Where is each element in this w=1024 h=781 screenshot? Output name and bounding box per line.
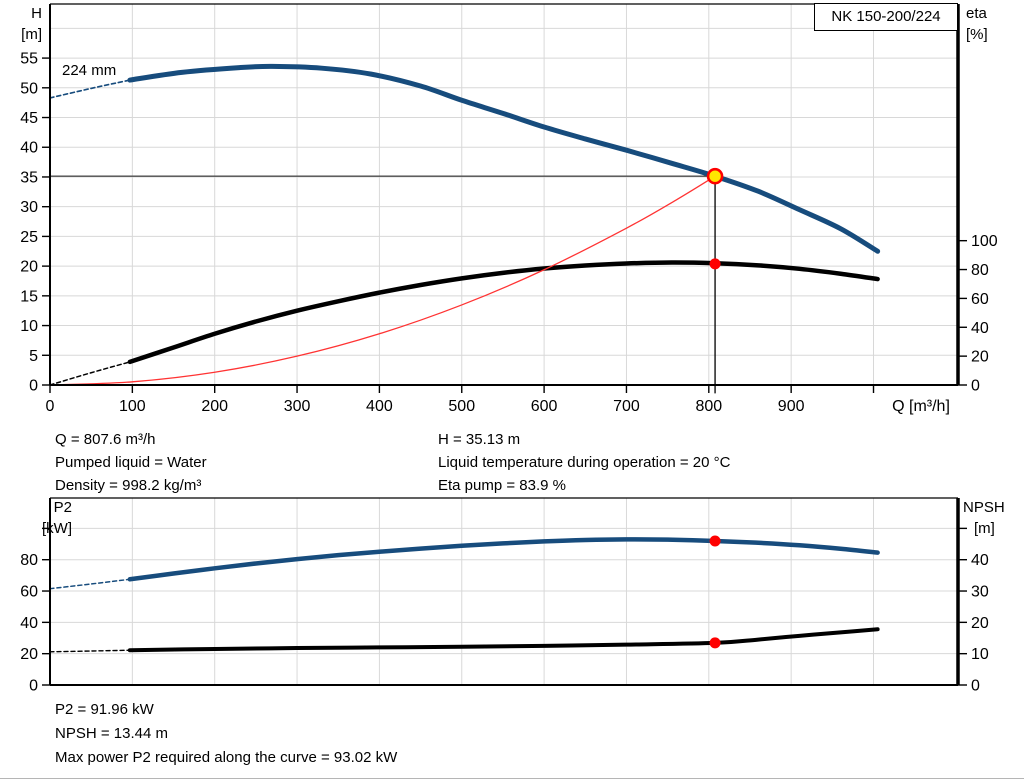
x-tick-label: 400	[366, 398, 393, 415]
y-left-tick-label: 20	[20, 259, 38, 276]
y-left-tick-label: 60	[20, 584, 38, 601]
x-tick-label: 700	[613, 398, 640, 415]
info-head: H = 35.13 m	[438, 431, 521, 448]
info-p2: P2 = 91.96 kW	[55, 701, 154, 718]
efficiency-curve-dashed	[49, 361, 131, 386]
pump-type-title: NK 150-200/224	[831, 8, 941, 25]
head-curve	[127, 63, 881, 254]
info-flow: Q = 807.6 m³/h	[55, 431, 156, 448]
y-left-tick-label: 0	[29, 378, 38, 395]
y-left-tick-label: 25	[20, 229, 38, 246]
p2-curve-dashed	[49, 578, 131, 590]
h-axis-symbol: H	[31, 5, 42, 22]
x-tick-label: 900	[778, 398, 805, 415]
eta-axis-symbol: eta	[966, 5, 987, 22]
info-eta-pump: Eta pump = 83.9 %	[438, 477, 566, 494]
y-right-tick-label: 60	[971, 291, 989, 308]
y-right-tick-label: 100	[971, 233, 998, 250]
duty-point[interactable]	[706, 167, 724, 185]
y-left-tick-label: 40	[20, 140, 38, 157]
pump-type-title-box: NK 150-200/224	[814, 3, 958, 31]
npsh-axis-symbol: NPSH	[963, 499, 1005, 516]
y-left-tick-label: 35	[20, 169, 38, 186]
info-pumped-liquid: Pumped liquid = Water	[55, 454, 207, 471]
info-max-power: Max power P2 required along the curve = …	[55, 749, 398, 766]
y-right-tick-label: 0	[971, 378, 980, 395]
info-density: Density = 998.2 kg/m³	[55, 477, 202, 494]
npsh-axis-unit-label: NPSH [m]	[963, 497, 1005, 539]
y-right-tick-label: 40	[971, 320, 989, 337]
head-curve-dashed	[49, 79, 131, 99]
p2-axis-unit-label: P2 [kW]	[10, 497, 72, 539]
npsh-axis-unit: [m]	[974, 520, 995, 537]
efficiency-point	[709, 258, 721, 270]
npsh-curve	[127, 627, 880, 653]
y-left-tick-label: 5	[29, 348, 38, 365]
duty-info-left-column: Q = 807.6 m³/h Pumped liquid = Water Den…	[55, 428, 207, 497]
y-left-tick-label: 10	[20, 318, 38, 335]
p2-axis-unit: [kW]	[42, 520, 72, 537]
p2-axis-symbol: P2	[53, 499, 72, 516]
x-tick-label: 800	[695, 398, 722, 415]
panel-bottom-border	[0, 778, 1024, 779]
y-left-tick-label: 80	[20, 552, 38, 569]
x-tick-label: 300	[284, 398, 311, 415]
system-curve	[49, 175, 716, 386]
y-left-tick-label: 50	[20, 80, 38, 97]
npsh-point	[709, 637, 721, 649]
duty-info-right-column: H = 35.13 m Liquid temperature during op…	[438, 428, 730, 497]
y-left-tick-label: 15	[20, 288, 38, 305]
x-axis-title: Q [m³/h]	[892, 398, 950, 415]
y-right-tick-label: 40	[971, 552, 989, 569]
info-liquid-temperature: Liquid temperature during operation = 20…	[438, 454, 731, 471]
y-right-tick-label: 20	[971, 615, 989, 632]
efficiency-curve	[127, 260, 880, 365]
x-tick-label: 100	[119, 398, 146, 415]
npsh-curve-dashed	[49, 649, 131, 653]
y-right-tick-label: 30	[971, 584, 989, 601]
y-right-tick-label: 20	[971, 349, 989, 366]
p2-curve	[127, 537, 880, 582]
power-info-column: P2 = 91.96 kW NPSH = 13.44 m Max power P…	[55, 698, 397, 770]
x-tick-label: 0	[46, 398, 55, 415]
h-axis-unit: [m]	[21, 26, 42, 43]
y-right-tick-label: 80	[971, 262, 989, 279]
x-tick-label: 600	[531, 398, 558, 415]
y-left-tick-label: 55	[20, 51, 38, 68]
x-tick-label: 200	[201, 398, 228, 415]
y-left-tick-label: 20	[20, 646, 38, 663]
eta-axis-unit: [%]	[966, 26, 988, 43]
h-axis-unit-label: H [m]	[8, 3, 42, 45]
info-npsh: NPSH = 13.44 m	[55, 725, 168, 742]
impeller-diameter-label: 224 mm	[62, 62, 117, 79]
p2-point	[709, 535, 721, 547]
x-tick-label: 500	[448, 398, 475, 415]
y-left-tick-label: 40	[20, 615, 38, 632]
y-right-tick-label: 10	[971, 646, 989, 663]
y-left-tick-label: 45	[20, 110, 38, 127]
y-right-tick-label: 0	[971, 678, 980, 695]
eta-axis-unit-label: eta [%]	[966, 3, 988, 45]
y-left-tick-label: 0	[29, 678, 38, 695]
y-left-tick-label: 30	[20, 199, 38, 216]
